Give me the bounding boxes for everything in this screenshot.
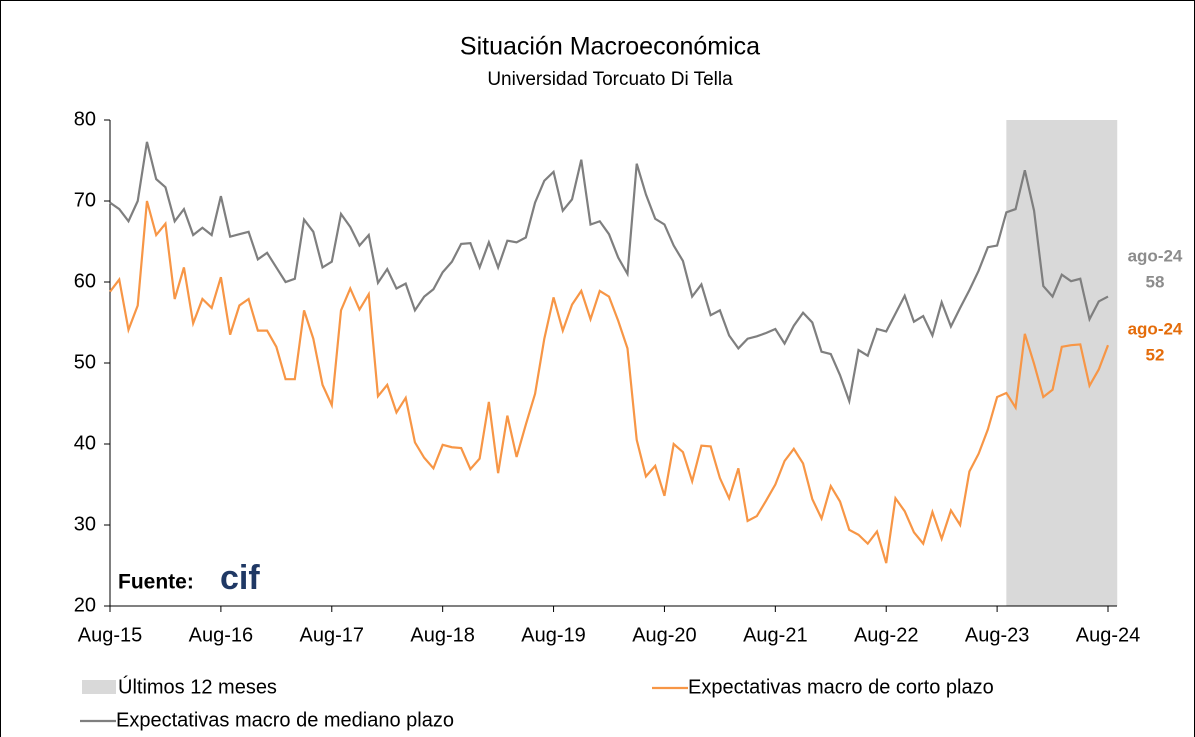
x-tick-label: Aug-15 <box>78 624 143 646</box>
y-tick-label: 20 <box>74 594 96 616</box>
legend-label: Expectativas macro de corto plazo <box>688 676 994 698</box>
annotation-text: ago-24 <box>1128 246 1183 265</box>
x-tick-label: Aug-22 <box>854 624 919 646</box>
y-tick-label: 60 <box>74 270 96 292</box>
y-tick-label: 40 <box>74 432 96 454</box>
legend-swatch <box>82 680 116 694</box>
legend-label: Expectativas macro de mediano plazo <box>116 709 454 731</box>
chart-subtitle: Universidad Torcuato Di Tella <box>487 69 733 90</box>
shade-band <box>1006 120 1118 606</box>
series-line <box>109 141 1109 406</box>
chart-title: Situación Macroeconómica <box>460 33 760 61</box>
x-tick-label: Aug-20 <box>632 624 697 646</box>
annotation-text: ago-24 <box>1128 319 1183 338</box>
x-tick-label: Aug-17 <box>300 624 365 646</box>
annotation-value: 52 <box>1146 345 1165 364</box>
y-tick-label: 50 <box>74 351 96 373</box>
x-tick-label: Aug-21 <box>743 624 808 646</box>
y-tick-label: 70 <box>74 189 96 211</box>
source-label: Fuente: <box>118 571 194 594</box>
x-tick-label: Aug-19 <box>521 624 586 646</box>
y-tick-label: 30 <box>74 513 96 535</box>
source-logo: cif <box>220 559 260 597</box>
legend-label: Últimos 12 meses <box>118 675 277 698</box>
x-tick-label: Aug-23 <box>965 624 1030 646</box>
series-line <box>109 200 1110 564</box>
y-tick-label: 80 <box>74 108 96 130</box>
x-tick-label: Aug-18 <box>410 624 475 646</box>
x-tick-label: Aug-16 <box>189 624 254 646</box>
x-tick-label: Aug-24 <box>1076 624 1141 646</box>
annotation-value: 58 <box>1146 272 1165 291</box>
